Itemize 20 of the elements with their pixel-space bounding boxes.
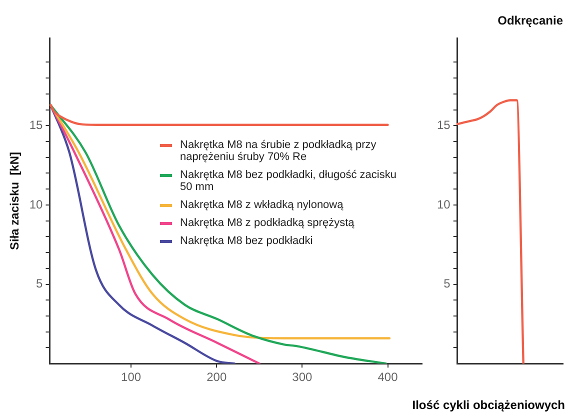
x-tick-label: 200 — [206, 370, 227, 384]
y-tick-label: 5 — [444, 276, 451, 291]
line-series — [50, 104, 389, 126]
line-series — [456, 99, 524, 364]
x-tick-label: 100 — [121, 370, 142, 384]
y-tick-label: 10 — [29, 197, 44, 212]
y-tick-label: 15 — [29, 118, 44, 132]
y-axis-title: Siła zacisku [kN] — [8, 152, 22, 250]
legend-label: Nakrętka M8 z podkładką sprężystą — [180, 217, 354, 229]
chart-title: Odkręcanie — [498, 14, 564, 28]
legend-label: Nakrętka M8 na śrubie z podkładką przy naprężeniu śruby 70% Re — [180, 139, 378, 163]
y-tick-label: 10 — [436, 197, 451, 212]
x-tick-label: 300 — [292, 370, 313, 384]
y-tick-label: 15 — [436, 118, 451, 132]
legend-label: Nakrętka M8 z wkładką nylonową — [180, 199, 344, 211]
y-tick-label: 5 — [36, 276, 44, 291]
x-axis-title: Ilość cykli obciążeniowych — [412, 398, 565, 412]
legend-label: Nakrętka M8 bez podkładki — [180, 235, 313, 247]
legend-label: Nakrętka M8 bez podkładki, długość zacisku 50 mm — [180, 169, 398, 193]
x-tick-label: 400 — [378, 370, 398, 384]
